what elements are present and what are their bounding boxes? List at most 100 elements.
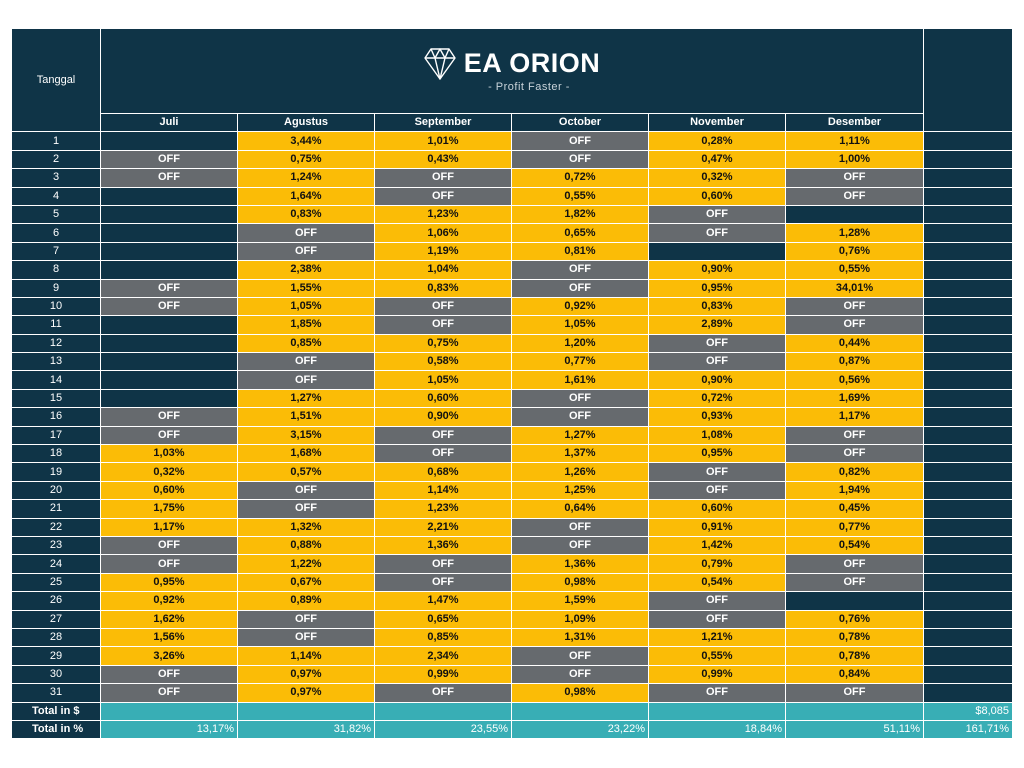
day-number: 22: [11, 517, 101, 537]
month-header: Juli: [100, 112, 238, 133]
total-percent-cell: 31,82%: [237, 719, 375, 740]
day-row: 12 0,85% 0,75% 1,20% OFF 0,44%: [11, 333, 1013, 354]
row-total-cell: [923, 204, 1013, 225]
total-percent-cell: 23,55%: [374, 719, 512, 740]
row-total-cell: [923, 609, 1013, 629]
profit-cell: 0,32%: [100, 462, 238, 482]
brand-title: EA ORION: [463, 48, 601, 78]
row-total-cell: [923, 352, 1013, 372]
profit-cell: [785, 204, 924, 225]
profit-cell: 0,55%: [785, 260, 924, 280]
day-row: 22 1,17% 1,32% 2,21% OFF 0,91% 0,77%: [11, 517, 1013, 537]
profit-cell: 3,26%: [100, 646, 238, 666]
day-row: 7 OFF 1,19% 0,81% 0,76%: [11, 241, 1013, 262]
day-number: 5: [11, 204, 101, 225]
profit-cell: 1,36%: [511, 554, 649, 574]
profit-cell: 1,21%: [648, 627, 786, 648]
off-cell: OFF: [648, 352, 786, 372]
profit-cell: 1,26%: [511, 462, 649, 482]
off-cell: OFF: [511, 260, 649, 280]
off-cell: OFF: [100, 407, 238, 427]
day-row: 3 OFF 1,24% OFF 0,72% 0,32% OFF: [11, 168, 1013, 188]
profit-cell: 0,47%: [648, 149, 786, 170]
month-header-row: Juli Agustus September October November Desem…: [12, 112, 1013, 133]
day-number: 9: [11, 278, 101, 298]
day-row: 18 1,03% 1,68% OFF 1,37% 0,95% OFF: [11, 444, 1013, 464]
profit-cell: [648, 241, 786, 262]
day-number: 4: [11, 186, 101, 206]
profit-cell: 0,81%: [511, 241, 649, 262]
profit-cell: 1,22%: [237, 554, 375, 574]
day-number: 29: [11, 646, 101, 666]
profit-cell: [785, 591, 924, 611]
day-row: 28 1,56% OFF 0,85% 1,31% 1,21% 0,78%: [11, 627, 1013, 648]
profit-cell: [100, 370, 238, 390]
day-number: 10: [11, 296, 101, 317]
profit-cell: 0,68%: [374, 462, 512, 482]
profit-cell: 0,72%: [648, 388, 786, 409]
off-cell: OFF: [374, 296, 512, 317]
day-row: 20 0,60% OFF 1,14% 1,25% OFF 1,94%: [11, 480, 1013, 501]
profit-cell: [100, 333, 238, 354]
profit-cell: 0,99%: [648, 664, 786, 685]
profit-cell: 0,75%: [374, 333, 512, 354]
profit-cell: 0,67%: [237, 572, 375, 593]
profit-cell: 1,85%: [237, 315, 375, 335]
profit-cell: [100, 260, 238, 280]
profit-cell: 1,59%: [511, 591, 649, 611]
day-row: 30 OFF 0,97% 0,99% OFF 0,99% 0,84%: [11, 664, 1013, 685]
off-cell: OFF: [511, 646, 649, 666]
off-cell: OFF: [785, 683, 924, 703]
profit-cell: 1,94%: [785, 480, 924, 501]
profit-cell: 1,27%: [237, 388, 375, 409]
profit-cell: 1,09%: [511, 609, 649, 629]
profit-cell: 0,79%: [648, 554, 786, 574]
off-cell: OFF: [648, 204, 786, 225]
profit-cell: 0,77%: [785, 517, 924, 537]
off-cell: OFF: [237, 609, 375, 629]
profit-cell: 0,78%: [785, 646, 924, 666]
off-cell: OFF: [648, 591, 786, 611]
off-cell: OFF: [374, 315, 512, 335]
day-row: 2 OFF 0,75% 0,43% OFF 0,47% 1,00%: [11, 149, 1013, 170]
month-header: September: [374, 112, 512, 133]
profit-cell: 3,44%: [237, 131, 375, 151]
profit-cell: [100, 315, 238, 335]
date-header: Tanggal: [11, 27, 101, 133]
day-number: 3: [11, 168, 101, 188]
profit-cell: 1,11%: [785, 131, 924, 151]
grand-total-column-header: [923, 27, 1013, 133]
profit-cell: 1,08%: [648, 425, 786, 446]
profit-cell: 0,87%: [785, 352, 924, 372]
off-cell: OFF: [100, 535, 238, 556]
off-cell: OFF: [648, 223, 786, 243]
profit-cell: 0,83%: [374, 278, 512, 298]
day-number: 14: [11, 370, 101, 390]
profit-cell: 1,04%: [374, 260, 512, 280]
day-row: 11 1,85% OFF 1,05% 2,89% OFF: [11, 315, 1013, 335]
profit-cell: 0,91%: [648, 517, 786, 537]
day-row: 27 1,62% OFF 0,65% 1,09% OFF 0,76%: [11, 609, 1013, 629]
total-percent-cell: 13,17%: [100, 719, 238, 740]
profit-cell: 1,19%: [374, 241, 512, 262]
day-number: 1: [11, 131, 101, 151]
total-dollar-row: Total in $ $8,085: [11, 701, 1013, 721]
profit-cell: 2,38%: [237, 260, 375, 280]
day-row: 1 3,44% 1,01% OFF 0,28% 1,11%: [11, 131, 1013, 151]
profit-cell: 1,14%: [237, 646, 375, 666]
off-cell: OFF: [100, 149, 238, 170]
day-number: 23: [11, 535, 101, 556]
profit-cell: 1,06%: [374, 223, 512, 243]
profit-cell: 1,17%: [785, 407, 924, 427]
profit-cell: 0,95%: [648, 444, 786, 464]
row-total-cell: [923, 462, 1013, 482]
off-cell: OFF: [785, 572, 924, 593]
day-number: 15: [11, 388, 101, 409]
profit-cell: 1,82%: [511, 204, 649, 225]
off-cell: OFF: [374, 572, 512, 593]
profit-cell: 0,76%: [785, 241, 924, 262]
profit-cell: 0,98%: [511, 572, 649, 593]
day-number: 11: [11, 315, 101, 335]
profit-cell: 1,32%: [237, 517, 375, 537]
profit-cell: 1,23%: [374, 499, 512, 519]
